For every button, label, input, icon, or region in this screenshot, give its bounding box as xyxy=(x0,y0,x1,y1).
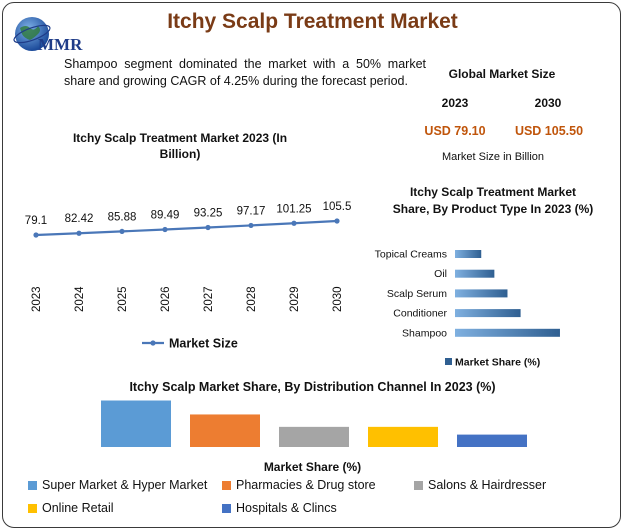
line-chart-title: Itchy Scalp Treatment Market 2023 (In Bi… xyxy=(72,131,288,161)
legend-item-salons: Salons & Hairdresser xyxy=(414,478,546,492)
y-tick-label: Oil xyxy=(434,268,447,280)
line-point xyxy=(205,224,211,231)
y-tick-label: Scalp Serum xyxy=(387,288,447,300)
global-market-caption: Market Size in Billion xyxy=(441,151,545,163)
legend-swatch xyxy=(222,503,231,513)
y-tick-label: Topical Creams xyxy=(375,249,447,261)
global-value-2030: USD 105.50 xyxy=(514,124,584,138)
global-year-2023: 2023 xyxy=(441,96,469,110)
global-year-2030: 2030 xyxy=(534,96,562,110)
line-point xyxy=(162,226,168,233)
dist-bar xyxy=(101,400,171,447)
legend-label: Market Size xyxy=(169,337,238,351)
hbar xyxy=(455,289,508,298)
data-label: 85.88 xyxy=(108,211,137,223)
x-tick-label: 2028 xyxy=(246,286,258,312)
legend-swatch xyxy=(28,480,37,490)
legend-item-pharmacies: Pharmacies & Drug store xyxy=(222,478,376,492)
page-title: Itchy Scalp Treatment Market xyxy=(167,10,458,33)
line-point xyxy=(291,220,297,226)
x-tick-label: 2029 xyxy=(289,286,301,312)
dist-bar xyxy=(190,414,260,447)
line-point xyxy=(119,228,125,235)
legend-marker xyxy=(150,340,156,346)
legend-label: Pharmacies & Drug store xyxy=(236,478,376,492)
y-tick-label: Conditioner xyxy=(393,308,447,320)
legend-swatch xyxy=(222,480,231,490)
data-label: 79.1 xyxy=(25,215,47,227)
legend-item-hospitals: Hospitals & Clincs xyxy=(222,501,337,515)
dist-chart xyxy=(101,400,527,447)
x-tick-label: 2030 xyxy=(332,286,344,312)
line-point xyxy=(334,218,340,224)
legend-label: Online Retail xyxy=(42,501,114,515)
intro-text: Shampoo segment dominated the market wit… xyxy=(64,57,426,88)
x-tick-label: 2023 xyxy=(31,286,43,312)
x-tick-label: 2026 xyxy=(160,286,172,312)
data-label: 101.25 xyxy=(276,203,311,215)
data-label: 105.5 xyxy=(323,201,352,213)
legend-swatch xyxy=(414,480,423,490)
line-chart: 79.1 82.42 85.88 89.49 93.25 97.17 101.25 105.5… xyxy=(25,201,352,351)
legend-label: Salons & Hairdresser xyxy=(428,478,547,492)
line-point xyxy=(76,230,82,236)
x-tick-label: 2027 xyxy=(203,286,215,312)
hbar xyxy=(455,328,560,337)
legend-swatch xyxy=(445,358,452,365)
x-tick-label: 2025 xyxy=(117,286,129,312)
hbar-chart: Topical Creams Oil Scalp Serum Conditioner S… xyxy=(375,249,560,369)
legend-label: Market Share (%) xyxy=(455,357,540,369)
dist-bar xyxy=(368,426,438,447)
legend-label: Hospitals & Clincs xyxy=(236,501,337,515)
hbar xyxy=(455,269,495,278)
hbar xyxy=(455,309,521,318)
data-label: 93.25 xyxy=(194,207,223,219)
global-value-2023: USD 79.10 xyxy=(424,124,486,138)
dist-bar xyxy=(457,434,527,447)
dist-chart-title: Itchy Scalp Market Share, By Distributio… xyxy=(129,380,496,394)
dist-xlabel: Market Share (%) xyxy=(263,460,362,474)
legend-swatch xyxy=(28,503,37,513)
legend-label: Super Market & Hyper Market xyxy=(42,478,208,492)
x-tick-label: 2024 xyxy=(74,286,86,312)
legend-item-online: Online Retail xyxy=(28,501,114,515)
data-label: 89.49 xyxy=(151,209,180,221)
global-market-title: Global Market Size xyxy=(448,67,556,81)
market-size-line xyxy=(35,219,338,237)
hbar xyxy=(455,250,482,258)
y-tick-label: Shampoo xyxy=(402,327,447,339)
logo-text: MMR xyxy=(38,35,83,54)
data-label: 82.42 xyxy=(65,213,94,225)
legend-item-supermarket: Super Market & Hyper Market xyxy=(28,478,207,492)
line-point xyxy=(248,222,254,229)
globe-logo-icon xyxy=(13,17,51,51)
line-point xyxy=(33,232,39,238)
hbar-chart-title: Itchy Scalp Treatment Market Share, By P… xyxy=(392,185,594,216)
data-label: 97.17 xyxy=(237,205,266,217)
dist-bar xyxy=(279,426,349,447)
